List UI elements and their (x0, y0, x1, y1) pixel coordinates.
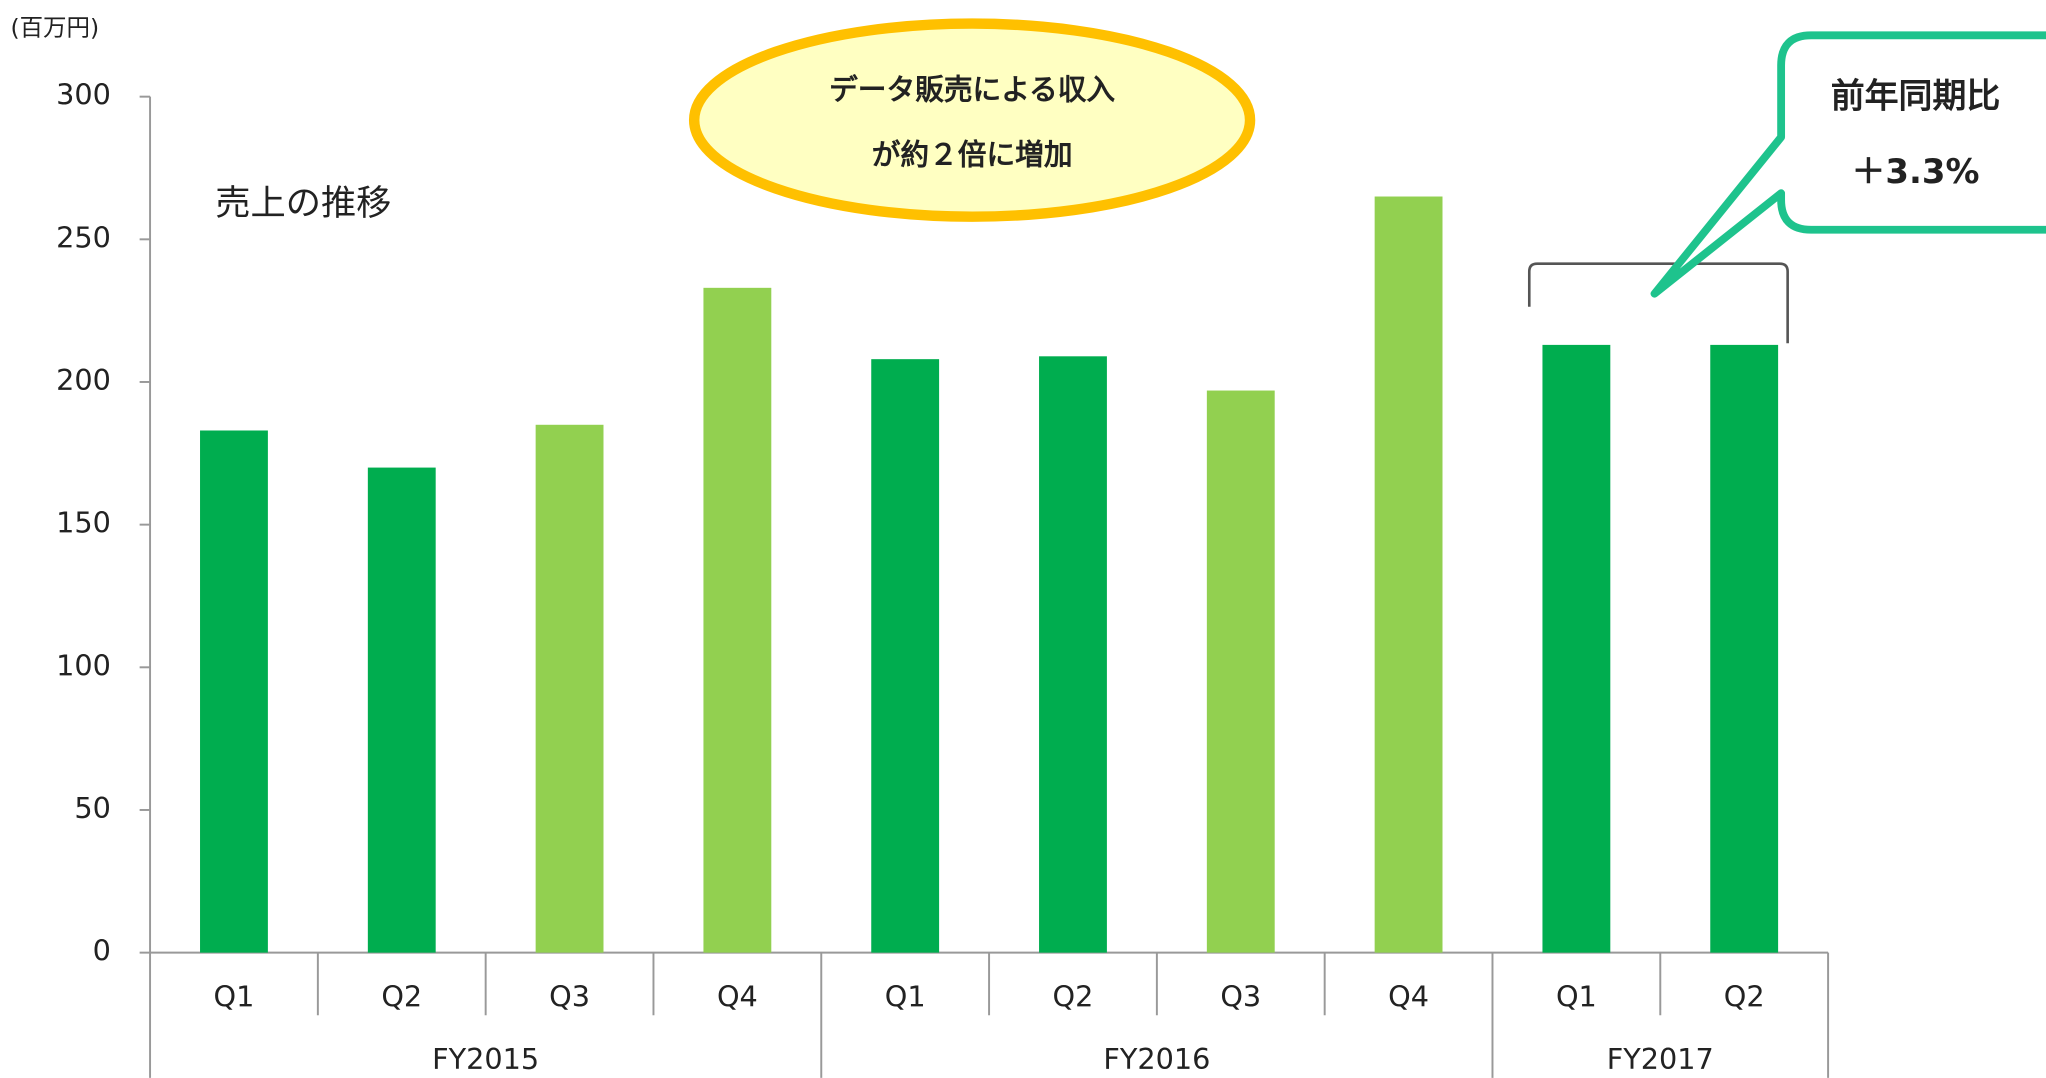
x-tick-label: Q2 (1053, 979, 1094, 1013)
bar (367, 467, 436, 953)
ellipse-note: が約２倍に増加 (872, 138, 1073, 172)
bar (1542, 344, 1611, 953)
bracket (1527, 262, 1789, 344)
ellipse-note: データ販売による収入 (829, 72, 1115, 106)
x-tick-label: Q4 (717, 979, 758, 1013)
group-label: FY2017 (1607, 1042, 1714, 1076)
bar (1206, 390, 1275, 953)
highlight-ellipse (688, 18, 1256, 222)
y-tick-label: 0 (93, 934, 111, 968)
callout-note: 前年同期比 (1831, 76, 2001, 115)
x-tick-label: Q4 (1388, 979, 1429, 1013)
y-tick-label: 250 (56, 220, 111, 254)
x-tick-label: Q1 (214, 979, 255, 1013)
bar (1039, 356, 1107, 953)
group-label: FY2016 (1103, 1042, 1210, 1076)
y-tick-label: 200 (56, 363, 111, 397)
x-tick-label: Q1 (885, 979, 926, 1013)
group-label: FY2015 (432, 1042, 539, 1076)
x-tick-label: Q2 (381, 979, 422, 1013)
bar (200, 430, 268, 953)
bar (535, 424, 604, 953)
y-tick-label: 300 (56, 78, 111, 112)
bar (871, 359, 940, 953)
x-tick-label: Q3 (1220, 979, 1261, 1013)
y-tick-label: 150 (56, 506, 111, 540)
bar (1710, 344, 1779, 953)
y-tick-label: 50 (74, 791, 111, 825)
y-unit: (百万円) (10, 13, 99, 41)
callout-note: ＋3.3% (1852, 152, 1980, 191)
x-tick-label: Q3 (549, 979, 590, 1013)
y-tick-label: 100 (56, 648, 111, 682)
x-tick-label: Q2 (1724, 979, 1765, 1013)
x-tick-label: Q1 (1556, 979, 1597, 1013)
bar (703, 287, 772, 953)
chart-title: 売上の推移 (215, 183, 391, 224)
bar (1374, 196, 1443, 953)
callout-box (1650, 31, 2046, 298)
